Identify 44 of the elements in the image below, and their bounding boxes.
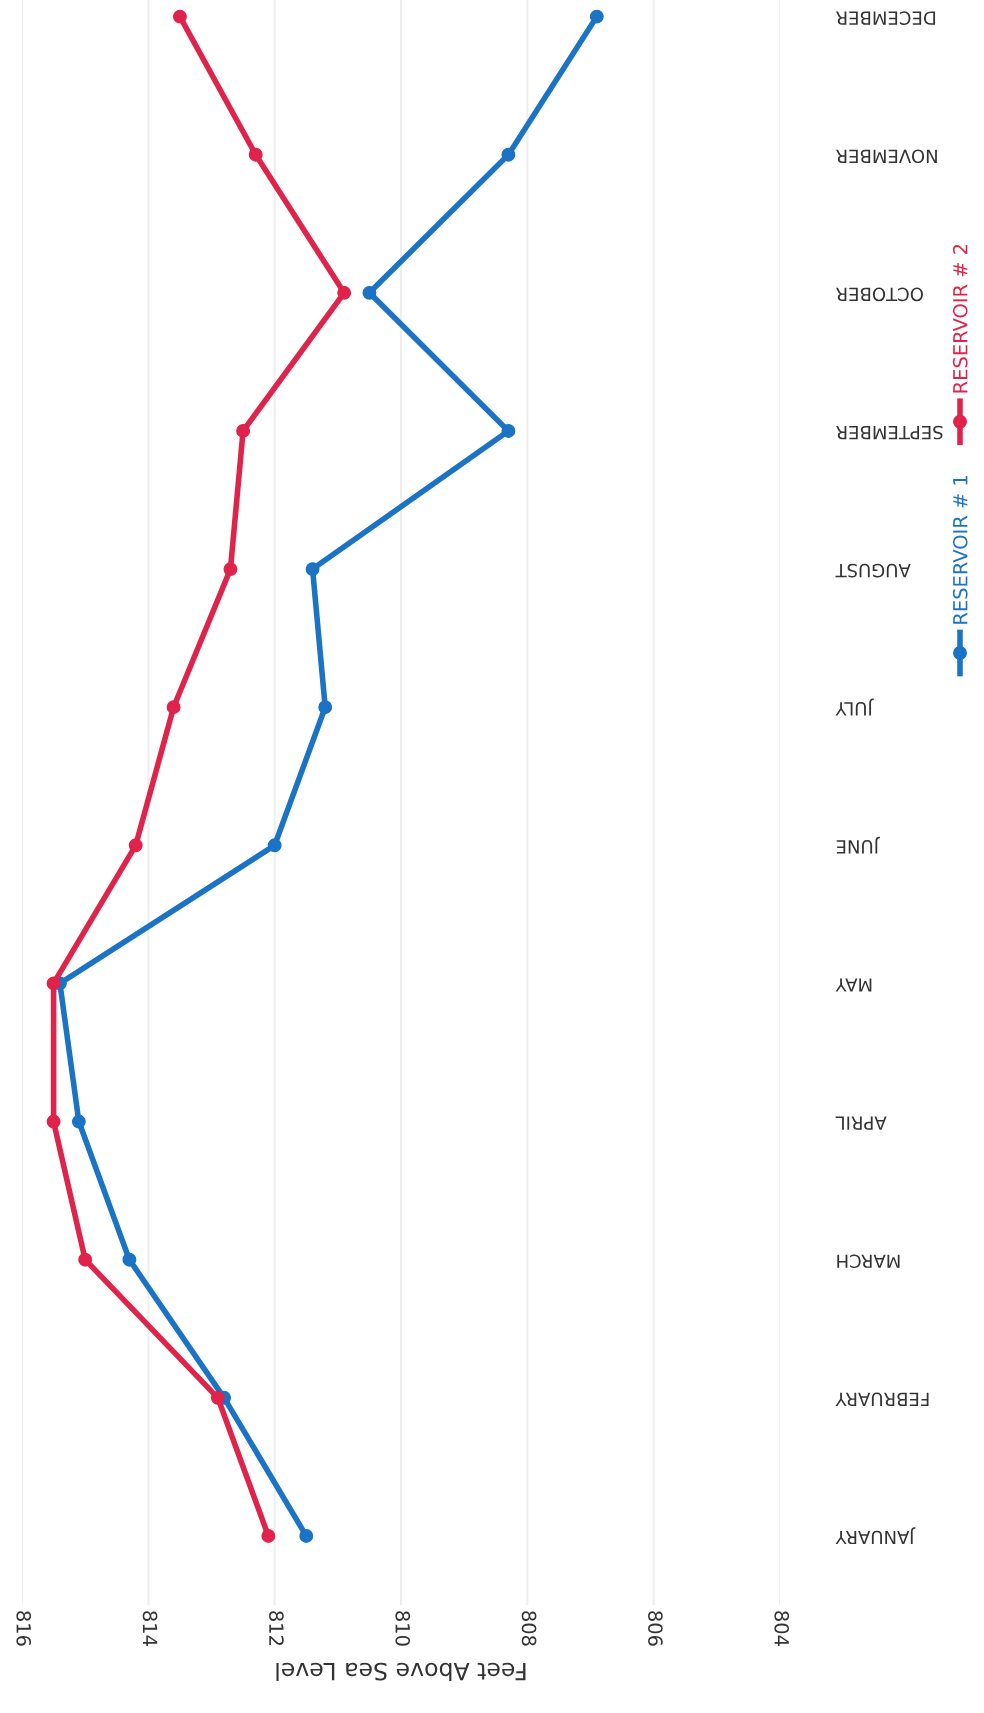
y-tick-label: AUGUST	[835, 563, 911, 578]
text: RESERVOIR # 1	[952, 475, 968, 624]
x-tick-label: 812	[269, 1611, 284, 1646]
y-tick-label: DECEMBER	[836, 11, 936, 25]
x-tick-label: 804	[774, 1611, 790, 1646]
point	[128, 838, 143, 853]
point	[46, 976, 61, 991]
point	[248, 147, 263, 162]
y-tick-label: OCTOBER	[836, 287, 923, 302]
point	[501, 424, 516, 438]
point	[267, 838, 282, 853]
point	[236, 424, 251, 438]
point	[261, 1528, 276, 1543]
point	[299, 1528, 314, 1543]
point	[223, 562, 238, 577]
x-tick-label: 816	[16, 1611, 32, 1646]
y-tick-label: FEBRUARY	[835, 1392, 929, 1406]
point	[362, 285, 377, 300]
y-tick-label: APRIL	[835, 1116, 887, 1130]
y-tick-label: JUNE	[836, 836, 880, 854]
x-tick-label: 810	[395, 1611, 411, 1646]
text: RESERVOIR # 2	[952, 244, 968, 393]
point	[46, 1114, 61, 1129]
point	[210, 1390, 225, 1405]
y-tick-label: MARCH	[837, 1254, 900, 1269]
point	[71, 1114, 86, 1129]
x-tick-label: 814	[142, 1611, 158, 1646]
y-tick-label: NOVEMBER	[836, 149, 937, 164]
point	[501, 147, 516, 162]
point	[172, 9, 187, 24]
point	[166, 700, 181, 715]
point	[337, 285, 352, 300]
y-tick-label: MAY	[835, 978, 872, 992]
y-tick-label: JULY	[835, 698, 874, 716]
point	[318, 700, 333, 715]
x-tick-label: 808	[521, 1611, 537, 1646]
y-tick-label: SEPTEMBER	[836, 425, 943, 440]
point	[122, 1252, 137, 1267]
point	[305, 562, 320, 577]
point	[589, 9, 604, 24]
x-axis-title: Feet Above Sea Level	[276, 1662, 526, 1681]
y-tick-label: JANUARY	[835, 1527, 916, 1545]
point	[78, 1252, 93, 1267]
x-tick-label: 806	[648, 1611, 663, 1646]
